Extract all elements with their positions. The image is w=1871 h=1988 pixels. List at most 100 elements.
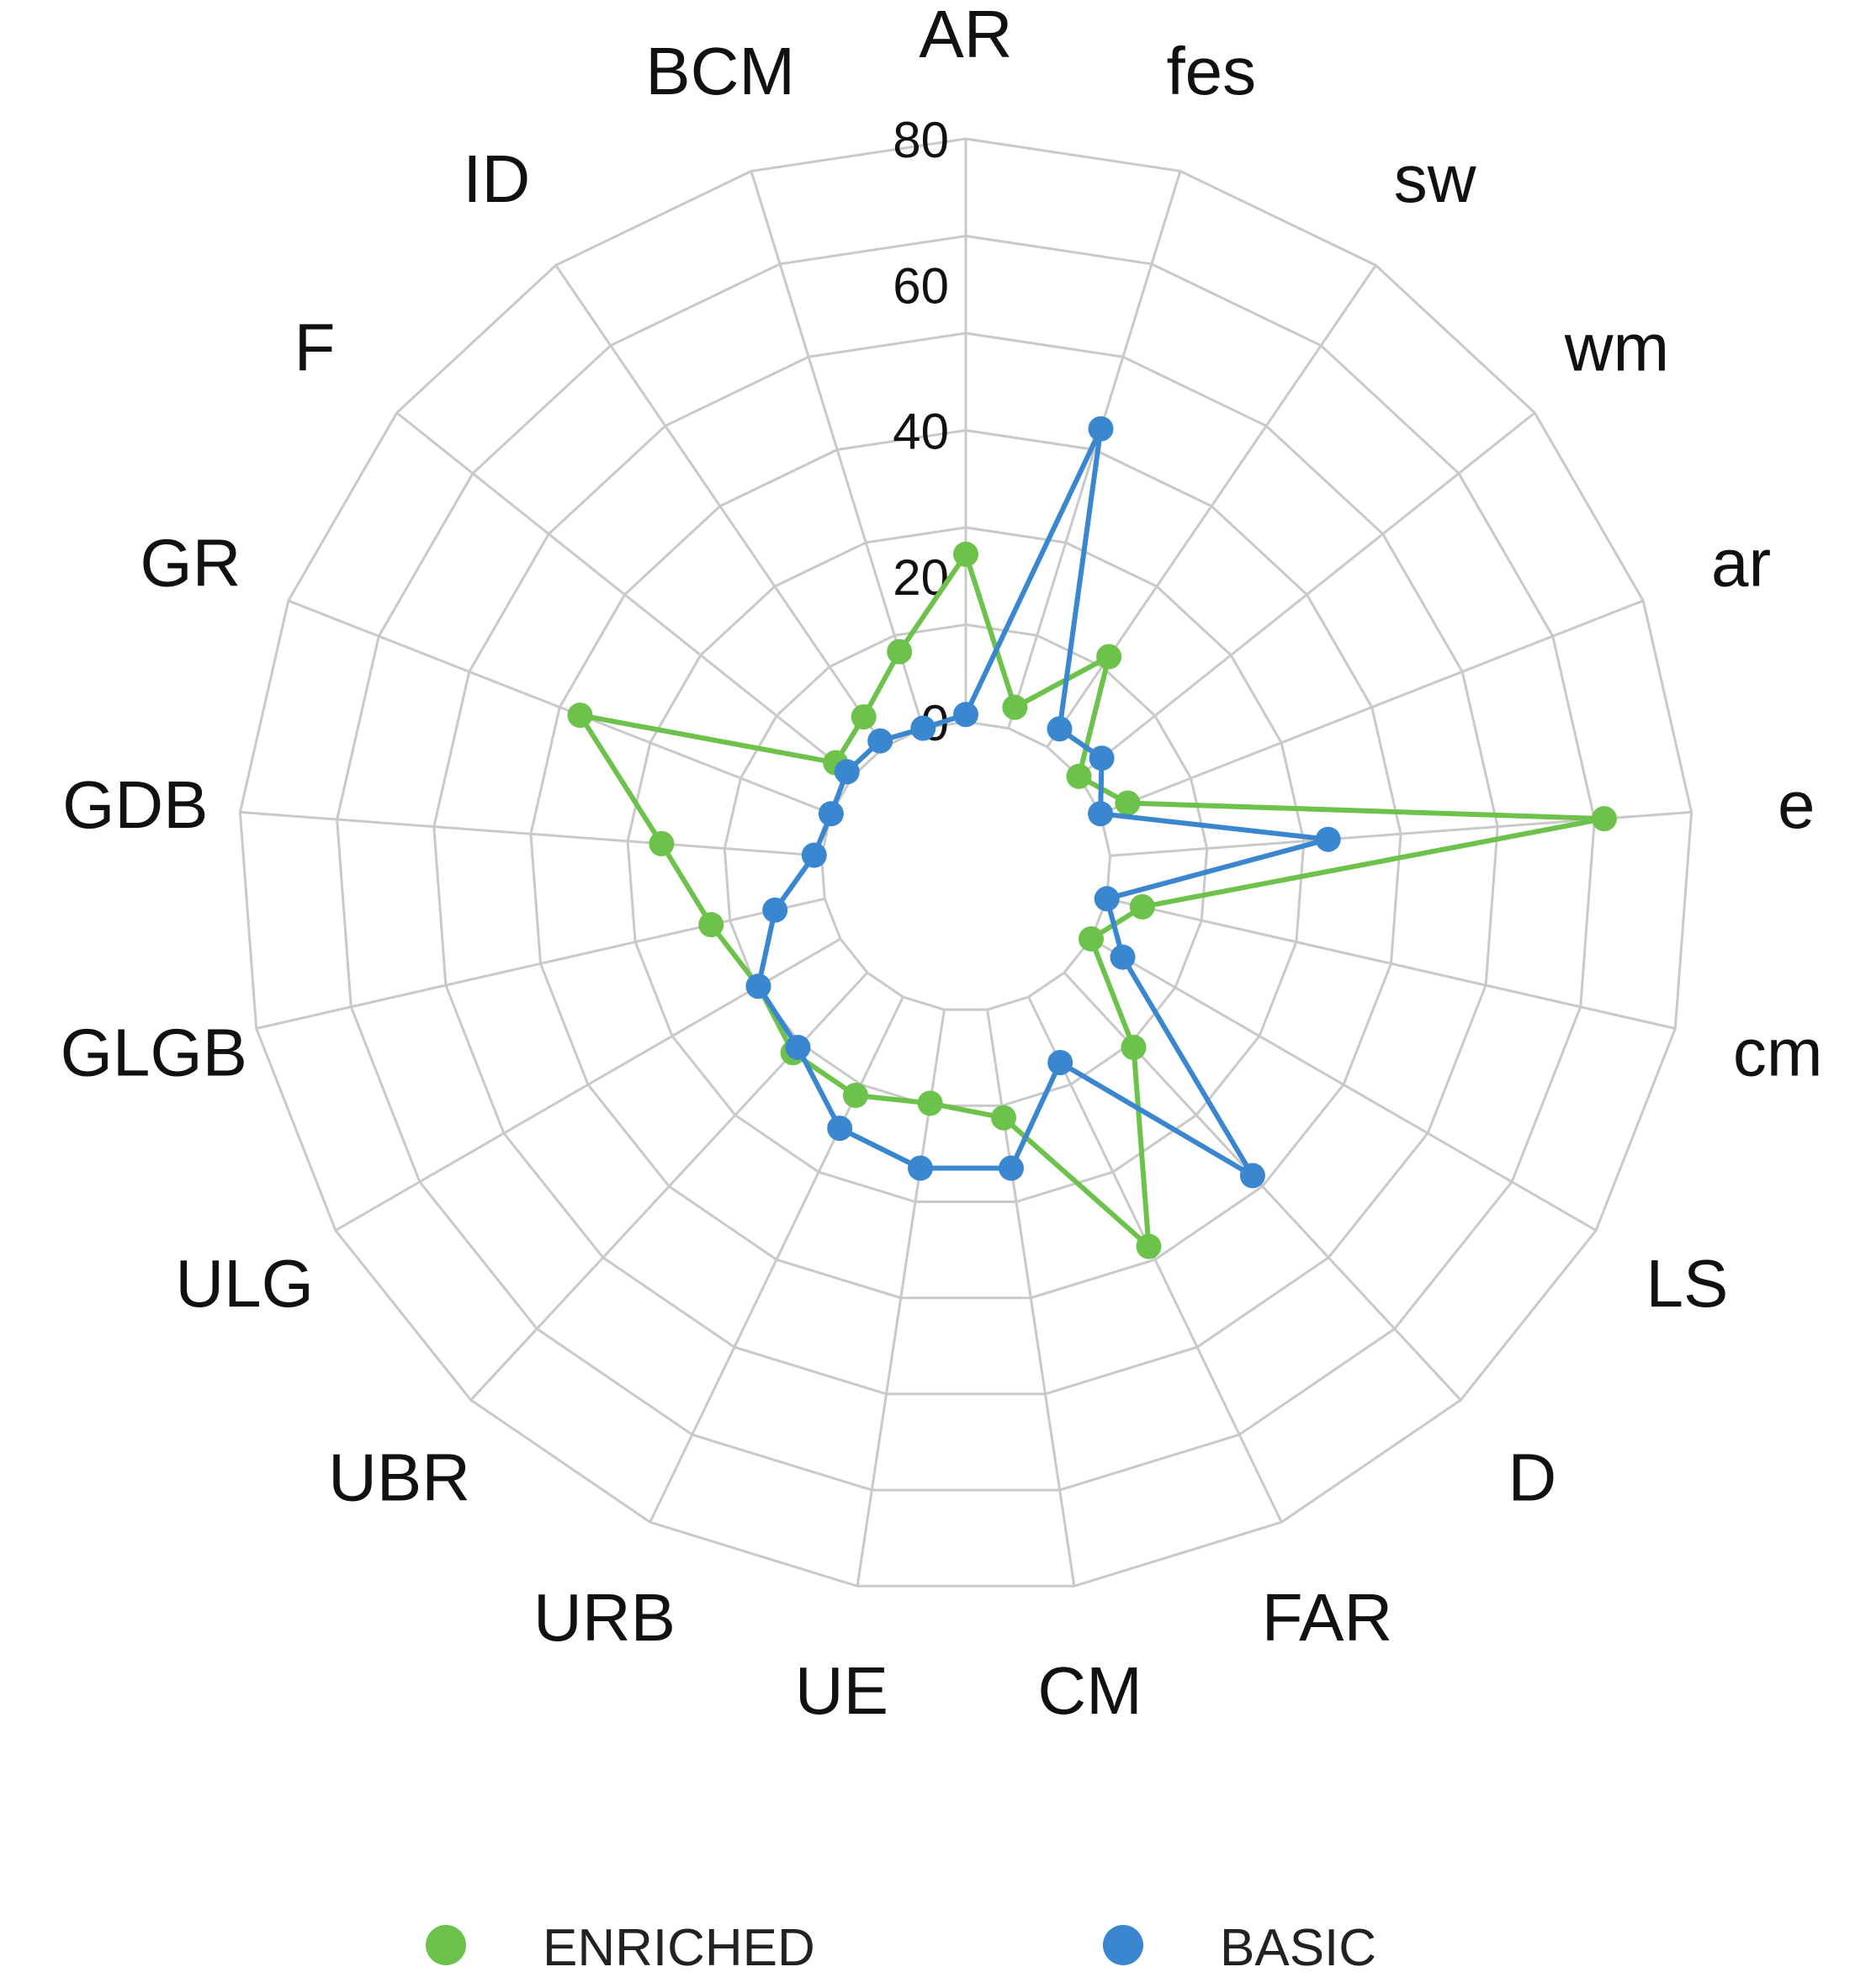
legend: ENRICHED BASIC xyxy=(426,1919,1376,1977)
grid-spoke xyxy=(554,264,886,748)
category-label: GDB xyxy=(62,767,208,842)
grid-ring xyxy=(626,526,1306,1203)
data-point xyxy=(1591,806,1617,832)
data-point xyxy=(1121,1035,1147,1060)
category-label: BCM xyxy=(645,34,795,109)
data-point xyxy=(887,639,913,665)
category-label: UE xyxy=(795,1653,888,1728)
grid-ring xyxy=(529,428,1402,1300)
data-point xyxy=(851,704,877,730)
category-label: e xyxy=(1778,767,1815,842)
legend-marker xyxy=(426,1925,466,1965)
grid-spoke xyxy=(1090,937,1597,1232)
tick-label: 40 xyxy=(893,404,949,460)
category-label: CM xyxy=(1037,1653,1142,1728)
category-label: F xyxy=(294,310,336,385)
data-point xyxy=(953,541,978,567)
legend-label: BASIC xyxy=(1220,1919,1376,1977)
data-point xyxy=(1089,745,1115,771)
series-line xyxy=(755,426,1331,1179)
data-point xyxy=(908,1155,933,1181)
data-point xyxy=(1136,1233,1162,1259)
grid-spoke xyxy=(240,810,822,857)
grid-spoke xyxy=(288,599,832,815)
data-point xyxy=(827,1116,853,1142)
category-label: sw xyxy=(1394,141,1476,216)
data-point xyxy=(801,842,827,868)
data-point xyxy=(1088,801,1114,827)
grid-ring xyxy=(336,234,1596,1492)
category-label: ar xyxy=(1711,525,1771,600)
grid-spoke xyxy=(1027,996,1283,1523)
grid-ring xyxy=(819,720,1112,1011)
data-point xyxy=(1096,644,1122,670)
data-point xyxy=(1079,926,1104,952)
data-point xyxy=(1047,1050,1073,1075)
tick-label: 20 xyxy=(893,549,949,606)
category-label: wm xyxy=(1564,310,1669,385)
grid-ring xyxy=(432,331,1499,1396)
data-point xyxy=(1115,790,1141,816)
data-point xyxy=(1239,1163,1265,1189)
data-point xyxy=(1315,826,1341,852)
series-enriched xyxy=(567,541,1617,1259)
category-label: ID xyxy=(463,141,530,216)
data-point xyxy=(1066,763,1092,789)
data-point xyxy=(1088,416,1114,442)
data-point xyxy=(818,801,844,827)
data-point xyxy=(1047,716,1073,742)
grid-spoke xyxy=(1106,897,1676,1030)
series-line xyxy=(577,551,1607,1249)
legend-marker xyxy=(1103,1925,1143,1965)
series-basic xyxy=(745,416,1341,1189)
data-point xyxy=(1129,893,1155,920)
category-label: URB xyxy=(533,1580,676,1655)
legend-label: ENRICHED xyxy=(543,1919,815,1977)
data-point xyxy=(917,1090,943,1116)
grid-ring xyxy=(238,137,1693,1588)
data-point xyxy=(698,912,724,938)
data-point xyxy=(762,897,788,923)
category-label: cm xyxy=(1733,1015,1823,1089)
legend-item: BASIC xyxy=(1103,1919,1376,1977)
category-label: fes xyxy=(1166,34,1256,109)
data-point xyxy=(567,702,593,729)
category-label: ULG xyxy=(175,1246,314,1321)
category-label: LS xyxy=(1646,1246,1728,1321)
data-point xyxy=(785,1035,811,1060)
data-point xyxy=(910,715,936,741)
data-point xyxy=(1110,944,1136,970)
category-label: UBR xyxy=(328,1440,470,1515)
grid-spoke xyxy=(649,996,904,1523)
data-point xyxy=(953,702,978,728)
legend-item: ENRICHED xyxy=(426,1919,815,1977)
grid-spoke xyxy=(1007,170,1182,729)
data-point xyxy=(991,1105,1016,1131)
data-point xyxy=(867,728,893,754)
grid-spoke xyxy=(750,170,925,729)
grid-spoke xyxy=(1046,264,1377,748)
series-layer xyxy=(567,416,1617,1259)
category-label: AR xyxy=(919,0,1012,72)
tick-label: 60 xyxy=(893,257,949,314)
grid-spoke xyxy=(395,411,854,777)
category-label: GR xyxy=(140,525,241,600)
data-point xyxy=(745,973,771,999)
category-label: FAR xyxy=(1262,1580,1393,1655)
radar-grid xyxy=(238,137,1693,1588)
grid-spoke xyxy=(256,897,825,1030)
data-point xyxy=(649,830,675,856)
tick-label: 80 xyxy=(893,112,949,168)
category-labels: AR fes sw wm ar e cm LS D FAR CM UE URB UBR ULG GLGB GDB… xyxy=(61,0,1823,1728)
data-point xyxy=(1002,694,1028,720)
grid-spoke xyxy=(1078,411,1536,777)
data-point xyxy=(1094,886,1120,912)
data-point xyxy=(834,759,860,785)
category-label: GLGB xyxy=(61,1015,247,1089)
category-label: D xyxy=(1508,1440,1557,1515)
grid-spoke xyxy=(1100,599,1644,815)
data-point xyxy=(843,1083,868,1108)
data-point xyxy=(999,1155,1024,1181)
